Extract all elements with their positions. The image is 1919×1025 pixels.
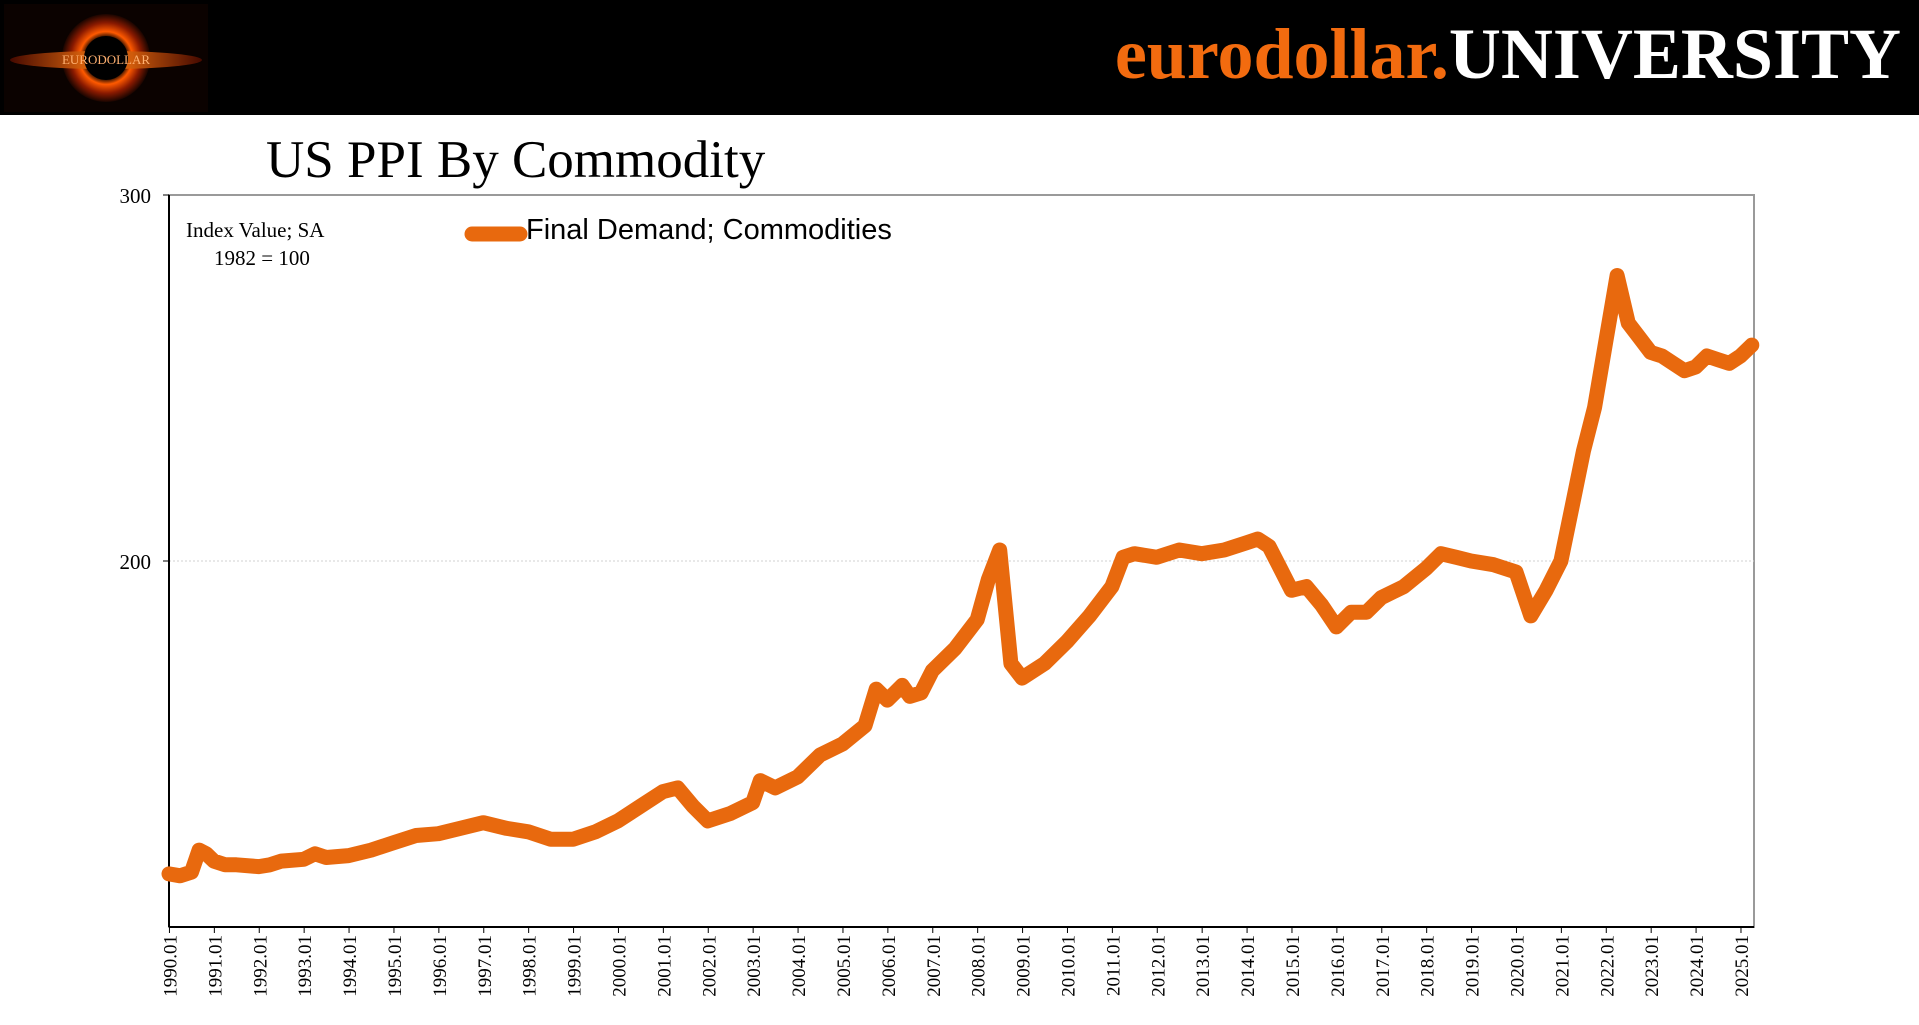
x-tick-label-2009.01: 2009.01 [1014, 935, 1035, 997]
brand-part-university: UNIVERSITY [1448, 14, 1901, 94]
x-tick-label-2002.01: 2002.01 [699, 935, 720, 997]
x-tick-label-2004.01: 2004.01 [789, 935, 810, 997]
x-tick-label-2000.01: 2000.01 [609, 935, 630, 997]
legend-label-final-demand: Final Demand; Commodities [526, 214, 892, 246]
x-tick-label-2025.01: 2025.01 [1732, 935, 1753, 997]
x-tick-label-2023.01: 2023.01 [1642, 935, 1663, 997]
chart-title: US PPI By Commodity [266, 131, 766, 189]
x-tick-label-1998.01: 1998.01 [520, 935, 541, 997]
x-tick-label-2021.01: 2021.01 [1552, 935, 1573, 997]
x-tick-label-2016.01: 2016.01 [1328, 935, 1349, 997]
x-tick-label-1995.01: 1995.01 [385, 935, 406, 997]
y-tick-label-200: 200 [120, 550, 152, 574]
x-tick-label-2020.01: 2020.01 [1507, 935, 1528, 997]
x-tick-label-2008.01: 2008.01 [969, 935, 990, 997]
x-tick-label-1999.01: 1999.01 [565, 935, 586, 997]
x-tick-label-2018.01: 2018.01 [1418, 935, 1439, 997]
eurodollar-logo: EURODOLLAR [4, 4, 208, 112]
x-tick-label-1992.01: 1992.01 [250, 935, 271, 997]
x-tick-label-1991.01: 1991.01 [205, 935, 226, 997]
x-tick-label-2013.01: 2013.01 [1193, 935, 1214, 997]
x-tick-label-2017.01: 2017.01 [1373, 935, 1394, 997]
x-tick-label-2022.01: 2022.01 [1597, 935, 1618, 997]
x-tick-label-2014.01: 2014.01 [1238, 935, 1259, 997]
x-tick-label-2006.01: 2006.01 [879, 935, 900, 997]
x-tick-label-2024.01: 2024.01 [1687, 935, 1708, 997]
x-tick-label-2005.01: 2005.01 [834, 935, 855, 997]
y-tick-label-300: 300 [120, 184, 152, 208]
x-tick-label-1993.01: 1993.01 [295, 935, 316, 997]
annotation-index-value: Index Value; SA [186, 218, 325, 242]
x-tick-label-2015.01: 2015.01 [1283, 935, 1304, 997]
x-tick-label-1996.01: 1996.01 [430, 935, 451, 997]
brand-part-eurodollar: eurodollar. [1114, 14, 1449, 94]
x-tick-label-1990.01: 1990.01 [160, 935, 181, 997]
x-tick-label-2011.01: 2011.01 [1103, 935, 1124, 996]
x-tick-label-2003.01: 2003.01 [744, 935, 765, 997]
x-tick-label-1994.01: 1994.01 [340, 935, 361, 997]
x-tick-label-1997.01: 1997.01 [475, 935, 496, 997]
header-banner: EURODOLLAR eurodollar.UNIVERSITY [0, 0, 1919, 115]
x-tick-label-2019.01: 2019.01 [1463, 935, 1484, 997]
series-line-final-demand [161, 268, 1760, 884]
logo-text: EURODOLLAR [62, 52, 150, 67]
x-tick-label-2007.01: 2007.01 [924, 935, 945, 997]
annotation-base-year: 1982 = 100 [214, 246, 310, 270]
x-tick-label-2001.01: 2001.01 [654, 935, 675, 997]
brand-wordmark: eurodollar.UNIVERSITY [1115, 12, 1901, 96]
x-tick-label-2012.01: 2012.01 [1148, 935, 1169, 997]
x-tick-label-2010.01: 2010.01 [1058, 935, 1079, 997]
